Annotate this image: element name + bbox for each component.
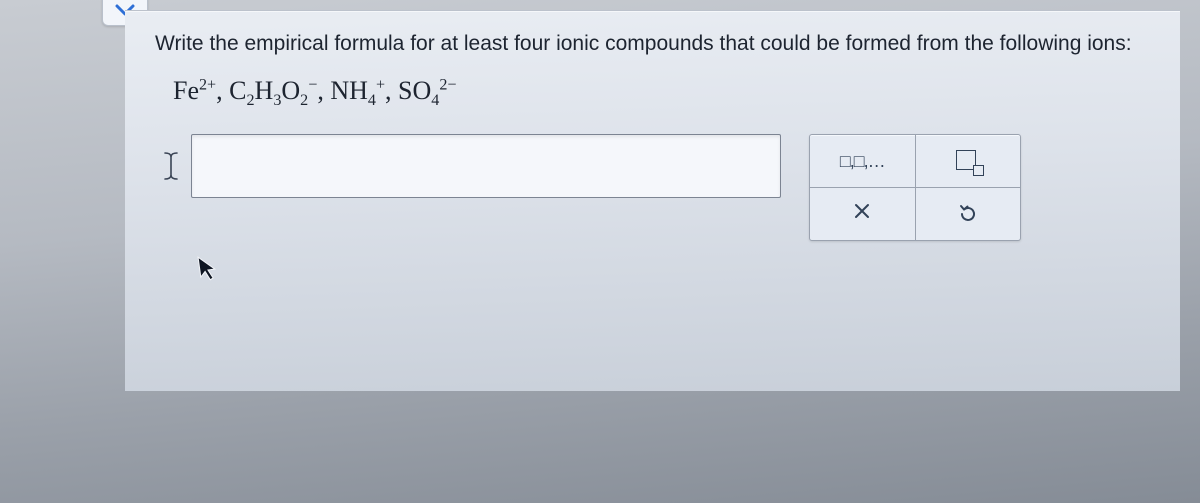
reset-icon (957, 203, 979, 225)
tool-reset-button[interactable] (915, 188, 1021, 240)
screen: Write the empirical formula for at least… (0, 0, 1200, 503)
question-panel: Write the empirical formula for at least… (125, 10, 1180, 391)
answer-input[interactable] (191, 134, 781, 198)
close-icon (853, 202, 871, 226)
answer-box-wrap (161, 134, 781, 198)
text-cursor-icon (161, 151, 181, 181)
formula-toolbox: □,□,… (809, 134, 1021, 241)
list-glyph: □,□,… (840, 151, 885, 172)
answer-row: □,□,… (125, 106, 1180, 241)
tool-clear-button[interactable] (810, 188, 915, 240)
toolbox-row-1: □,□,… (810, 135, 1020, 187)
subscript-icon (956, 150, 980, 172)
question-prompt: Write the empirical formula for at least… (125, 11, 1180, 58)
tool-list-button[interactable]: □,□,… (810, 135, 915, 187)
toolbox-row-2 (810, 187, 1020, 240)
tool-subscript-button[interactable] (915, 135, 1021, 187)
ion-list-formula: Fe2+, C2H3O2−, NH4+, SO42− (125, 58, 1180, 106)
